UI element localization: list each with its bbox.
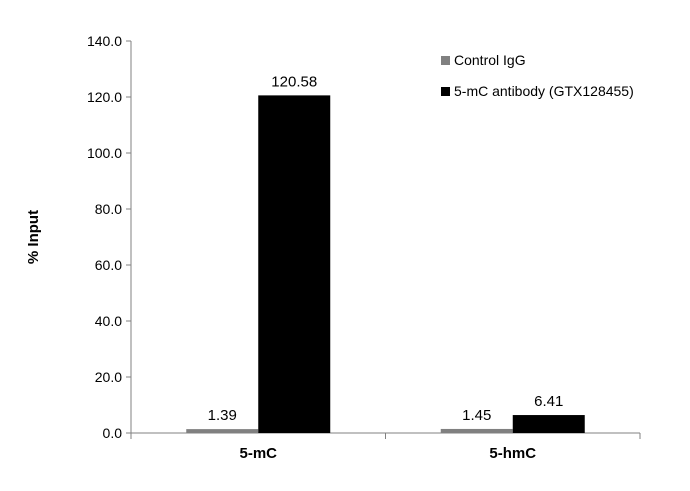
category-labels: 5-mC 5-hmC (239, 445, 536, 462)
y-tick-label: 120.0 (87, 89, 122, 105)
y-tick-label: 0.0 (103, 425, 123, 441)
data-label: 1.45 (462, 407, 491, 424)
data-label: 120.58 (271, 73, 317, 90)
legend-label: Control IgG (454, 52, 526, 68)
category-label: 5-mC (239, 445, 277, 462)
y-tick-label: 20.0 (95, 369, 122, 385)
legend-label: 5-mC antibody (GTX128455) (454, 83, 634, 99)
y-tick-label: 60.0 (95, 257, 122, 273)
y-tick-label: 80.0 (95, 201, 122, 217)
bars (186, 95, 585, 433)
x-axis (130, 432, 641, 439)
data-label: 6.41 (534, 393, 563, 410)
y-axis-title: % Input (25, 210, 42, 264)
legend-swatch (441, 87, 450, 96)
legend-swatch (441, 56, 450, 65)
y-tick-label: 40.0 (95, 313, 122, 329)
bar-control-igg-1 (440, 428, 513, 433)
legend: Control IgG 5-mC antibody (GTX128455) (441, 52, 634, 99)
category-label: 5-hmC (489, 445, 536, 462)
data-labels: 1.39 120.58 1.45 6.41 (208, 73, 564, 424)
y-axis: 0.0 20.0 40.0 60.0 80.0 100.0 120.0 140.0 (87, 33, 132, 441)
data-label: 1.39 (208, 407, 237, 424)
bar-5mc-antibody-1 (512, 415, 585, 433)
bar-control-igg-0 (186, 429, 259, 433)
bar-5mc-antibody-0 (258, 95, 331, 433)
y-tick-label: 140.0 (87, 33, 122, 49)
y-tick-label: 100.0 (87, 145, 122, 161)
